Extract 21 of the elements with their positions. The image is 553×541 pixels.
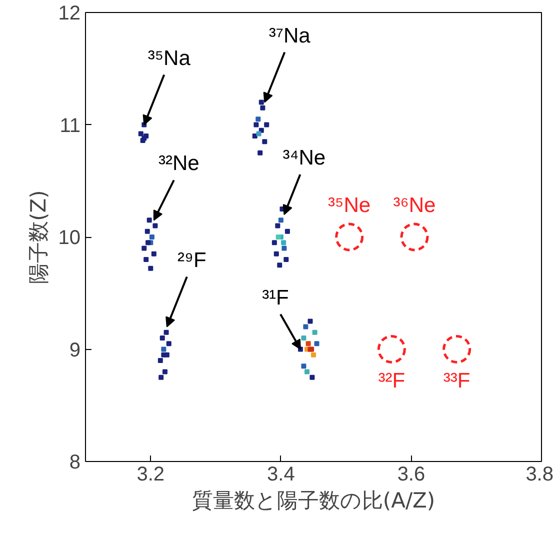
annotation: ³⁵Ne [328, 194, 371, 217]
annotation: ³¹F [262, 286, 289, 310]
y-axis-title: 陽子数(Z) [26, 190, 50, 284]
y-tick-label: 8 [69, 452, 80, 474]
annotation: ³³F [443, 369, 470, 392]
x-axis-title: 質量数と陽子数の比(A/Z) [192, 488, 436, 512]
annotation: ³⁷Na [268, 24, 311, 48]
y-tick-label: 9 [69, 339, 80, 362]
x-tick-label: 3.2 [136, 464, 165, 486]
x-tick-label: 3.6 [397, 464, 426, 486]
y-tick-label: 12 [58, 2, 81, 24]
annotation: ³⁵Na [148, 46, 191, 70]
annotation: ²⁹F [178, 248, 206, 272]
annotation: ³²Ne [158, 152, 200, 176]
annotation: ³⁴Ne [282, 146, 326, 170]
annotation: ³²F [378, 369, 406, 392]
annotation: ³⁶Ne [393, 194, 436, 217]
y-tick-label: 11 [60, 114, 81, 137]
x-tick-label: 3.4 [267, 464, 295, 486]
y-tick-label: 10 [58, 227, 81, 249]
x-tick-label: 3.8 [526, 464, 553, 486]
